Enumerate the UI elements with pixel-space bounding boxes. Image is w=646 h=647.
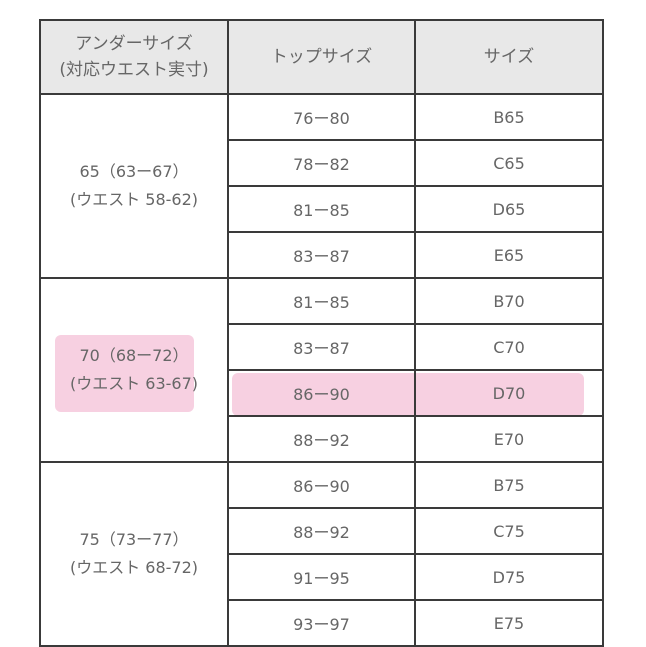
top-size-cell: 83ー87	[227, 323, 416, 371]
top-size-value: 91ー95	[293, 569, 350, 588]
table-row: 88ー92 E70	[40, 415, 604, 463]
top-size-cell: 81ー85	[227, 185, 416, 233]
size-value: C70	[493, 337, 525, 357]
size-value: B65	[493, 107, 525, 127]
size-cell: D70	[414, 369, 604, 417]
waist-range: (ウエスト 63-67)	[69, 374, 199, 393]
table-row: 88ー92 C75	[40, 507, 604, 555]
header-top-size: トップサイズ	[227, 19, 416, 95]
top-size-value: 81ー85	[293, 201, 350, 220]
top-size-cell: 78ー82	[227, 139, 416, 187]
top-size-cell: 91ー95	[227, 553, 416, 601]
top-size-cell: 88ー92	[227, 507, 416, 555]
size-value: C65	[493, 153, 525, 173]
waist-range: (ウエスト 68-72)	[69, 558, 199, 577]
top-size-cell: 88ー92	[227, 415, 416, 463]
size-cell: B75	[414, 461, 604, 509]
header-under-size-line1: アンダーサイズ	[75, 34, 193, 54]
header-size: サイズ	[414, 19, 604, 95]
size-value: E70	[493, 429, 525, 449]
size-value: E65	[493, 245, 525, 265]
size-value: D65	[492, 199, 526, 219]
waist-range: (ウエスト 58-62)	[69, 190, 199, 209]
top-size-value: 88ー92	[293, 431, 350, 450]
size-cell: E75	[414, 599, 604, 647]
top-size-cell: 93ー97	[227, 599, 416, 647]
size-cell: C65	[414, 139, 604, 187]
top-size-value: 88ー92	[293, 523, 350, 542]
under-size-cell: 75（73ー77） (ウエスト 68-72)	[39, 461, 229, 647]
top-size-value: 93ー97	[293, 615, 350, 634]
size-value: E75	[493, 613, 525, 633]
top-size-cell: 76ー80	[227, 93, 416, 141]
top-size-cell: 86ー90	[227, 461, 416, 509]
table-row: 93ー97 E75	[40, 599, 604, 647]
top-size-value: 81ー85	[293, 293, 350, 312]
size-cell: D65	[414, 185, 604, 233]
under-size-value: 65（63ー67）	[79, 162, 189, 181]
top-size-value: 86ー90	[293, 477, 350, 496]
table-row: 86ー90 D70	[40, 369, 604, 417]
size-chart-table: アンダーサイズ (対応ウエスト実寸) トップサイズ サイズ 65（63ー67） (ウ…	[39, 19, 604, 647]
table-row: 83ー87 E65	[40, 231, 604, 279]
table-row: 65（63ー67） (ウエスト 58-62) 76ー80 B65	[39, 93, 604, 279]
top-size-cell: 83ー87	[227, 231, 416, 279]
under-size-value: 75（73ー77）	[79, 530, 189, 549]
under-size-cell: 70（68ー72） (ウエスト 63-67)	[39, 277, 229, 463]
header-under-size-line2: (対応ウエスト実寸)	[59, 60, 209, 80]
under-size-value: 70（68ー72）	[79, 346, 189, 365]
table-row: 70（68ー72） (ウエスト 63-67) 81ー85 B70	[39, 277, 604, 463]
header-under-size: アンダーサイズ (対応ウエスト実寸)	[39, 19, 229, 95]
top-size-value: 83ー87	[293, 247, 350, 266]
size-cell: C70	[414, 323, 604, 371]
size-value: B70	[493, 291, 525, 311]
size-value: C75	[493, 521, 525, 541]
top-size-cell: 81ー85	[227, 277, 416, 325]
under-size-cell: 65（63ー67） (ウエスト 58-62)	[39, 93, 229, 279]
top-size-cell: 86ー90	[227, 369, 416, 417]
size-cell: D75	[414, 553, 604, 601]
header-row: アンダーサイズ (対応ウエスト実寸) トップサイズ サイズ	[39, 19, 604, 95]
size-cell: B70	[414, 277, 604, 325]
size-value: D70	[492, 383, 526, 403]
table-row: 81ー85 D65	[40, 185, 604, 233]
top-size-value: 76ー80	[293, 109, 350, 128]
size-cell: B65	[414, 93, 604, 141]
size-cell: C75	[414, 507, 604, 555]
top-size-value: 78ー82	[293, 155, 350, 174]
size-cell: E70	[414, 415, 604, 463]
size-value: D75	[492, 567, 526, 587]
table-row: 91ー95 D75	[40, 553, 604, 601]
top-size-value: 83ー87	[293, 339, 350, 358]
top-size-value: 86ー90	[293, 385, 350, 404]
size-cell: E65	[414, 231, 604, 279]
table-row: 78ー82 C65	[40, 139, 604, 187]
size-value: B75	[493, 475, 525, 495]
table-row: 75（73ー77） (ウエスト 68-72) 86ー90 B75	[39, 461, 604, 647]
table-row: 83ー87 C70	[40, 323, 604, 371]
